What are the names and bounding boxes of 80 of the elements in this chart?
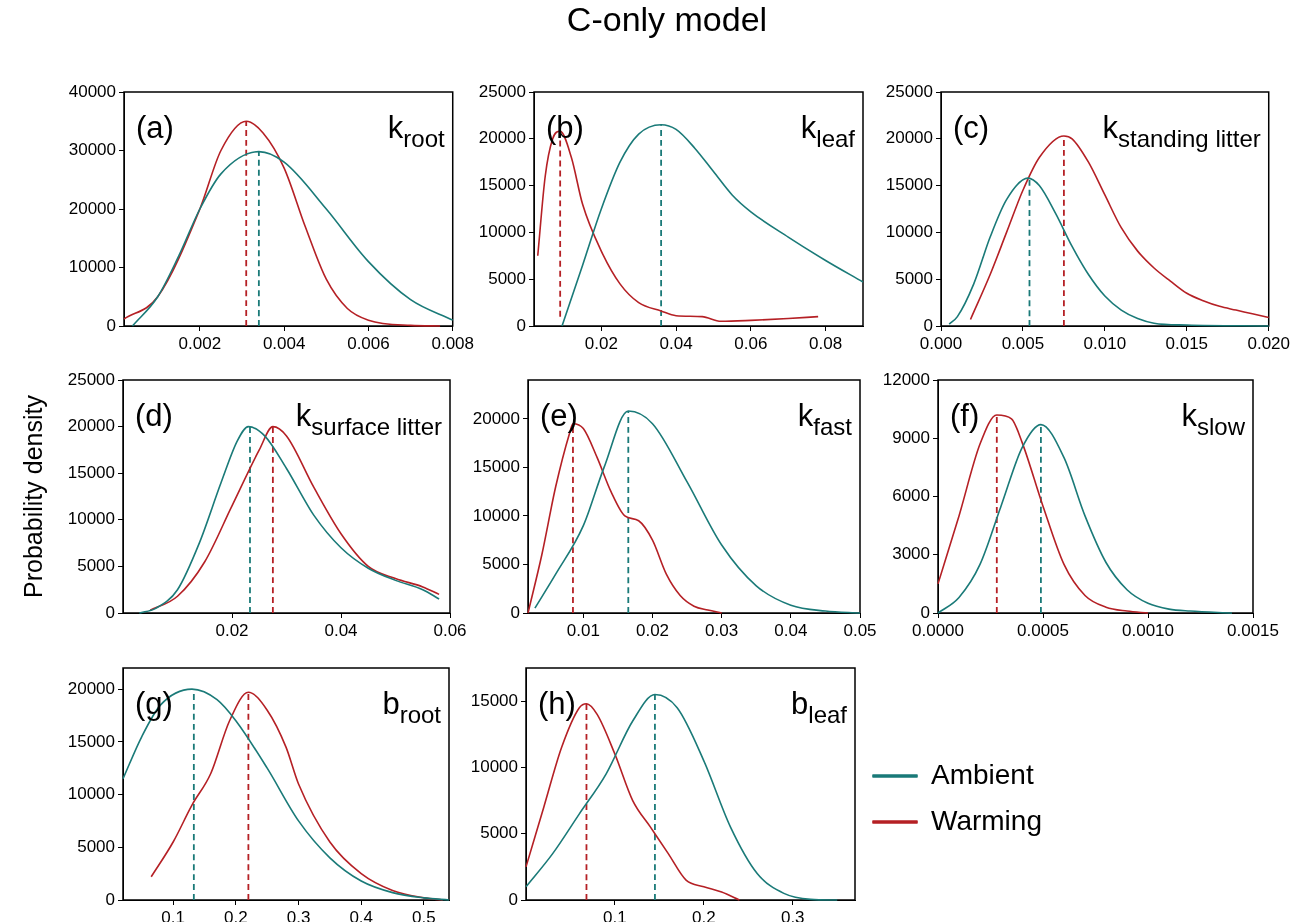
x-tick-label: 0.004 — [262, 333, 306, 353]
y-tick-label: 0 — [923, 315, 933, 335]
y-tick-label: 0 — [106, 315, 116, 335]
x-tick-label: 0.05 — [843, 620, 877, 640]
y-tick-label: 20000 — [472, 408, 520, 428]
y-tick-label: 10000 — [67, 509, 115, 529]
x-tick-label: 0.01 — [566, 620, 600, 640]
x-tick-label: 0.006 — [347, 333, 390, 353]
y-tick-label: 5000 — [488, 268, 526, 288]
x-tick-label: 0.010 — [1083, 333, 1127, 353]
y-tick-label: 25000 — [885, 81, 933, 101]
y-tick-label: 10000 — [478, 222, 526, 242]
x-tick-label: 0.015 — [1165, 333, 1209, 353]
y-axis-title: Probability density — [18, 394, 47, 598]
chart-title: C-only model — [565, 0, 769, 39]
y-tick-label: 12000 — [882, 369, 930, 389]
x-tick-label: 0.002 — [178, 333, 222, 353]
y-tick-label: 40000 — [68, 81, 116, 101]
x-tick-label: 0.04 — [659, 333, 693, 353]
annotation: (f) — [950, 398, 980, 433]
line-series — [131, 150, 454, 327]
legend-label: Warming — [931, 804, 1042, 836]
y-tick-label: 20000 — [885, 128, 933, 148]
y-tick-label: 15000 — [67, 731, 115, 751]
annotation: (d) — [135, 398, 173, 433]
x-tick-label: 0.08 — [809, 333, 843, 353]
line-series — [948, 177, 1270, 327]
y-tick-label: 15000 — [472, 457, 520, 477]
y-tick-label: 25000 — [67, 369, 115, 389]
x-tick-label: 0.02 — [635, 620, 670, 640]
y-tick-label: 0 — [510, 602, 520, 622]
y-tick-label: 5000 — [77, 836, 115, 856]
y-tick-label: 0 — [105, 889, 115, 909]
x-tick-label: 0.0010 — [1122, 620, 1174, 640]
y-tick-label: 5000 — [480, 823, 518, 843]
y-tick-label: 6000 — [892, 486, 930, 506]
x-tick-label: 0.008 — [431, 333, 474, 353]
y-tick-label: 3000 — [892, 544, 930, 564]
y-tick-label: 0 — [516, 315, 526, 335]
annotation: (b) — [546, 110, 584, 145]
y-tick-label: 5000 — [895, 268, 933, 288]
annotation: (e) — [540, 398, 578, 433]
y-tick-label: 10000 — [472, 505, 520, 525]
x-tick-label: 0.000 — [919, 333, 963, 353]
x-tick-label: 0.04 — [324, 620, 358, 640]
y-tick-label: 10000 — [470, 757, 518, 777]
y-tick-label: 5000 — [77, 556, 115, 576]
y-tick-label: 0 — [105, 602, 115, 622]
x-tick-label: 0.0015 — [1227, 620, 1279, 640]
y-tick-label: 15000 — [478, 175, 526, 195]
x-tick-label: 0.06 — [433, 620, 467, 640]
x-tick-label: 0.06 — [734, 333, 768, 353]
x-tick-label: 0.0005 — [1017, 620, 1069, 640]
y-tick-label: 20000 — [67, 678, 115, 698]
x-tick-label: 0.005 — [1001, 333, 1045, 353]
y-tick-label: 0 — [920, 602, 930, 622]
y-tick-label: 10000 — [68, 257, 116, 277]
y-tick-label: 0 — [508, 889, 518, 909]
y-tick-label: 5000 — [482, 554, 520, 574]
annotation: (a) — [136, 110, 174, 145]
y-tick-label: 20000 — [478, 128, 526, 148]
x-tick-label: 0.03 — [705, 620, 739, 640]
y-tick-label: 15000 — [885, 175, 933, 195]
y-tick-label: 10000 — [67, 784, 115, 804]
y-tick-label: 20000 — [67, 416, 115, 436]
y-tick-label: 15000 — [470, 690, 518, 710]
y-tick-label: 25000 — [478, 81, 526, 101]
legend-label: Ambient — [931, 758, 1034, 790]
x-tick-label: 0.020 — [1247, 333, 1290, 353]
x-tick-label: 0.02 — [584, 333, 618, 353]
y-tick-label: 20000 — [68, 198, 116, 218]
y-tick-label: 9000 — [892, 427, 930, 447]
y-tick-label: 15000 — [67, 462, 115, 482]
x-tick-label: 0.0000 — [912, 620, 964, 640]
y-tick-label: 30000 — [68, 140, 116, 160]
x-tick-label: 0.02 — [215, 620, 249, 640]
y-tick-label: 10000 — [885, 222, 933, 242]
annotation: (h) — [538, 686, 576, 721]
x-tick-label: 0.04 — [774, 620, 808, 640]
annotation: (c) — [953, 110, 990, 145]
